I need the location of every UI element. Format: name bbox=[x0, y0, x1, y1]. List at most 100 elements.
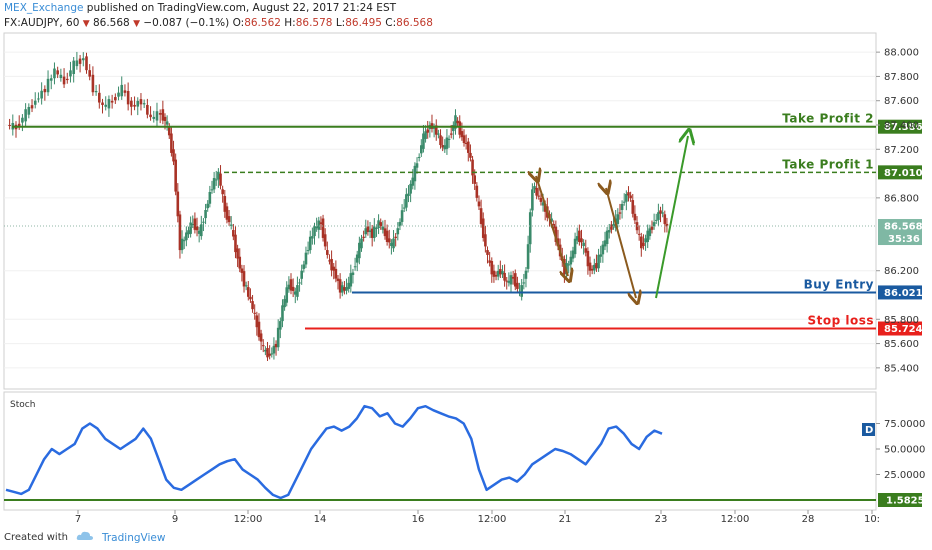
candle-body bbox=[176, 191, 180, 217]
candle-body bbox=[158, 113, 162, 115]
x-tick-label: 7 bbox=[75, 514, 81, 525]
candle-body bbox=[516, 282, 519, 289]
candle-body bbox=[590, 268, 594, 271]
candle-body bbox=[370, 228, 374, 238]
open-value: 86.562 bbox=[244, 17, 281, 29]
candle-body bbox=[473, 175, 476, 184]
x-tick-label: 21 bbox=[559, 514, 572, 525]
stoch-pane bbox=[3, 391, 877, 511]
candle-body bbox=[246, 287, 250, 297]
candle-body bbox=[494, 274, 498, 277]
x-axis: 7 9 12:00 14 16 12:00 21 23 12:00 28 10: bbox=[4, 509, 880, 525]
candle-body bbox=[296, 285, 299, 297]
candle-body bbox=[584, 248, 588, 253]
candle-body bbox=[650, 226, 654, 230]
candle-body bbox=[98, 92, 101, 103]
candle-body bbox=[402, 207, 406, 209]
candle-body bbox=[146, 104, 149, 115]
tradingview-brand[interactable]: TradingView bbox=[101, 531, 166, 544]
candle-body bbox=[191, 223, 195, 225]
candle-body bbox=[59, 74, 63, 79]
candle-body bbox=[379, 222, 383, 227]
candle-body bbox=[120, 84, 124, 97]
candle-body bbox=[197, 230, 201, 234]
candle-body bbox=[221, 189, 224, 195]
candle-body bbox=[345, 287, 348, 291]
candle-body bbox=[353, 266, 357, 268]
candle-body bbox=[30, 105, 34, 109]
x-tick-label: 12:00 bbox=[478, 514, 507, 525]
y-tick-label: 85.800 bbox=[884, 315, 919, 326]
candle-body bbox=[347, 282, 350, 289]
candle-body bbox=[266, 348, 269, 358]
candle-body bbox=[618, 212, 622, 214]
level-price-label: 87.386 bbox=[884, 122, 923, 133]
stoch-indicator: 75.0000 50.0000 25.0000 1.5825 D bbox=[4, 404, 925, 507]
levels: Take Profit 2 87.386 Take Profit 1 87.010 Bu… bbox=[4, 112, 923, 336]
candle-body bbox=[187, 230, 190, 235]
candle-body bbox=[104, 104, 108, 107]
candle-body bbox=[513, 273, 517, 287]
candle-body bbox=[276, 327, 280, 348]
candle-body bbox=[405, 194, 408, 208]
footer: Created with TradingView bbox=[4, 531, 165, 544]
candle-body bbox=[665, 223, 669, 227]
candle-body bbox=[69, 70, 72, 77]
candle-body bbox=[456, 120, 459, 124]
candle-body bbox=[622, 201, 626, 203]
candle-body bbox=[629, 195, 632, 199]
candle-body bbox=[202, 221, 205, 223]
candle-body bbox=[449, 133, 453, 135]
candle-body bbox=[78, 58, 82, 64]
last-price: 86.568 bbox=[92, 17, 130, 29]
candle-body bbox=[390, 242, 393, 247]
level-price-tag bbox=[878, 285, 922, 300]
candle-body bbox=[340, 285, 344, 293]
candle-body bbox=[528, 212, 532, 245]
candle-body bbox=[646, 230, 650, 242]
candle-body bbox=[298, 282, 301, 284]
candle-body bbox=[652, 222, 656, 227]
candle-body bbox=[291, 286, 295, 291]
arrows bbox=[536, 136, 688, 298]
candle-body bbox=[452, 125, 455, 132]
candle-body bbox=[49, 78, 53, 81]
candle-body bbox=[155, 111, 159, 121]
y-tick-label: 87.400 bbox=[884, 121, 919, 132]
created-with-text: Created with bbox=[4, 532, 68, 543]
candle-body bbox=[454, 115, 457, 129]
candle-body bbox=[182, 240, 186, 242]
candle-body bbox=[53, 68, 56, 79]
candle-body bbox=[21, 117, 24, 123]
candle-body bbox=[123, 90, 127, 93]
candle-body bbox=[244, 285, 248, 287]
candle-body bbox=[373, 226, 376, 238]
candle-body bbox=[447, 138, 451, 140]
candle-body bbox=[208, 191, 212, 204]
author-link[interactable]: MEX_Exchange bbox=[4, 2, 84, 14]
x-tick-label: 28 bbox=[802, 514, 815, 525]
stoch-title: Stoch bbox=[10, 400, 35, 410]
candle-body bbox=[597, 254, 600, 269]
candle-body bbox=[323, 234, 327, 247]
open-label: O: bbox=[232, 17, 245, 29]
candle-body bbox=[661, 212, 664, 214]
candle-body bbox=[588, 262, 592, 271]
y-tick-label: 88.000 bbox=[884, 48, 919, 59]
candle-body bbox=[503, 272, 506, 281]
candle-body bbox=[426, 129, 430, 133]
candle-body bbox=[336, 278, 340, 282]
candle-body bbox=[420, 145, 423, 154]
candle-body bbox=[206, 203, 210, 209]
candle-body bbox=[575, 236, 579, 241]
candle-body bbox=[492, 270, 496, 277]
candle-body bbox=[437, 133, 440, 135]
candle-body bbox=[251, 301, 254, 310]
candle-body bbox=[133, 104, 136, 107]
candle-body bbox=[219, 173, 222, 186]
candle-body bbox=[387, 238, 391, 243]
candle-body bbox=[204, 210, 207, 219]
stoch-baseline-tag bbox=[878, 493, 922, 507]
candle-body bbox=[484, 234, 487, 247]
